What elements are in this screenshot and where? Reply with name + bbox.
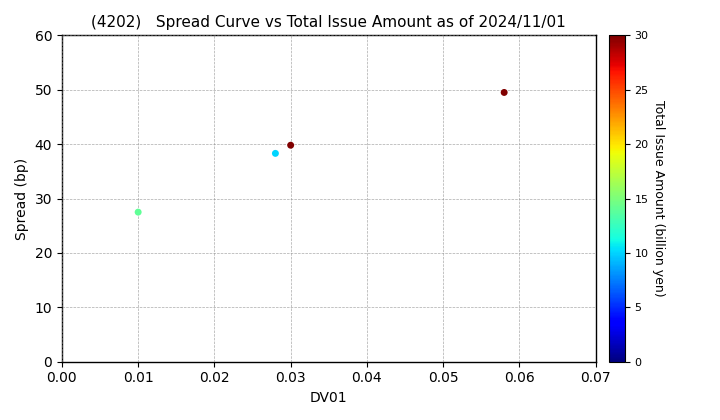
Y-axis label: Spread (bp): Spread (bp) (15, 158, 29, 239)
Y-axis label: Total Issue Amount (billion yen): Total Issue Amount (billion yen) (652, 100, 665, 297)
Point (270, 150, 282, 157)
Title: (4202)   Spread Curve vs Total Issue Amount as of 2024/11/01: (4202) Spread Curve vs Total Issue Amoun… (91, 15, 566, 30)
Point (285, 142, 297, 149)
Point (132, 209, 144, 215)
X-axis label: DV01: DV01 (310, 391, 348, 405)
Point (498, 89, 510, 96)
